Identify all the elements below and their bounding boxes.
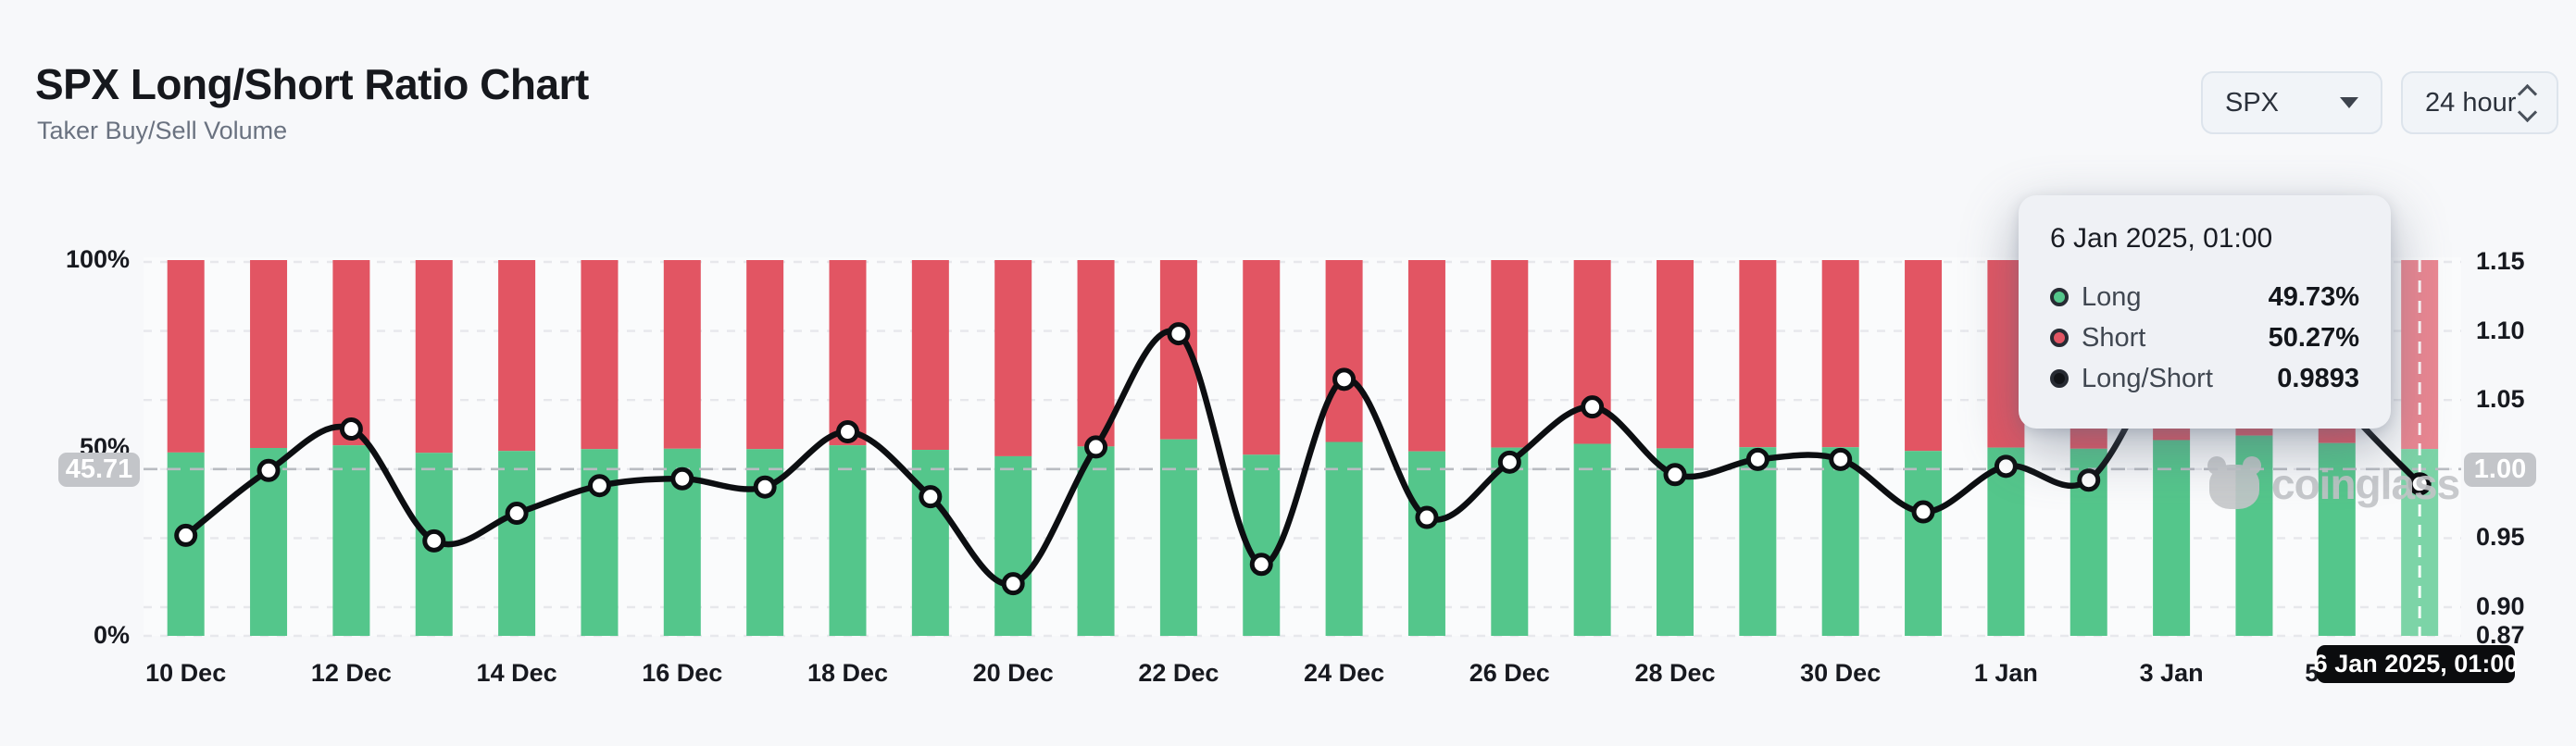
coinglass-logo-icon — [2207, 456, 2261, 509]
chevron-down-icon — [2340, 97, 2358, 108]
coinglass-watermark: coinglass — [2207, 456, 2460, 509]
x-axis-tick: 26 Dec — [1469, 659, 1550, 687]
crosshair-date-badge: 6 Jan 2025, 01:00 — [2314, 645, 2518, 683]
tooltip-ratio-value: 0.9893 — [2277, 363, 2359, 393]
short-series-icon — [2050, 329, 2069, 347]
symbol-select[interactable]: SPX — [2201, 71, 2382, 134]
long-series-icon — [2050, 288, 2069, 306]
symbol-select-value: SPX — [2225, 87, 2280, 118]
coinglass-watermark-text: coinglass — [2271, 460, 2460, 508]
right-axis-tick: 0.87 — [2476, 621, 2525, 649]
crosshair-right-badge: 1.00 — [2464, 452, 2536, 487]
left-axis-tick: 100% — [65, 245, 130, 273]
x-axis-tick: 28 Dec — [1634, 659, 1716, 687]
x-axis-tick: 20 Dec — [972, 659, 1054, 687]
tooltip-long-value: 49.73% — [2268, 281, 2359, 312]
ratio-series-icon — [2050, 369, 2069, 388]
x-axis-tick: 16 Dec — [642, 659, 723, 687]
right-axis-tick: 1.10 — [2476, 316, 2525, 344]
right-axis-tick: 1.15 — [2476, 247, 2525, 275]
x-axis-tick: 3 Jan — [2139, 659, 2204, 687]
crosshair-left-badge: 45.71 — [58, 452, 140, 487]
x-axis-tick: 14 Dec — [476, 659, 557, 687]
page-subtitle: Taker Buy/Sell Volume — [37, 117, 288, 144]
chart-tooltip: 6 Jan 2025, 01:00 Long 49.73% Short 50.2… — [2019, 195, 2391, 429]
x-axis-tick: 24 Dec — [1304, 659, 1385, 687]
interval-select[interactable]: 24 hour — [2401, 71, 2558, 134]
x-axis-tick: 30 Dec — [1800, 659, 1882, 687]
x-axis-tick: 18 Dec — [807, 659, 889, 687]
tooltip-title: 6 Jan 2025, 01:00 — [2050, 223, 2273, 254]
tooltip-row-short: Short 50.27% — [2050, 317, 2359, 358]
tooltip-short-value: 50.27% — [2268, 322, 2359, 353]
x-axis-tick: 10 Dec — [145, 659, 227, 687]
x-axis-tick: 22 Dec — [1138, 659, 1219, 687]
right-axis-tick: 1.05 — [2476, 385, 2525, 414]
tooltip-row-long: Long 49.73% — [2050, 277, 2359, 317]
x-axis-tick: 12 Dec — [310, 659, 392, 687]
x-axis-tick: 1 Jan — [1973, 659, 2038, 687]
right-axis-tick: 0.90 — [2476, 592, 2525, 620]
right-axis-tick: 0.95 — [2476, 523, 2525, 552]
page-title: SPX Long/Short Ratio Chart — [35, 60, 589, 108]
left-axis-tick: 0% — [93, 621, 130, 649]
interval-select-value: 24 hour — [2425, 87, 2517, 118]
tooltip-row-ratio: Long/Short 0.9893 — [2050, 358, 2359, 399]
